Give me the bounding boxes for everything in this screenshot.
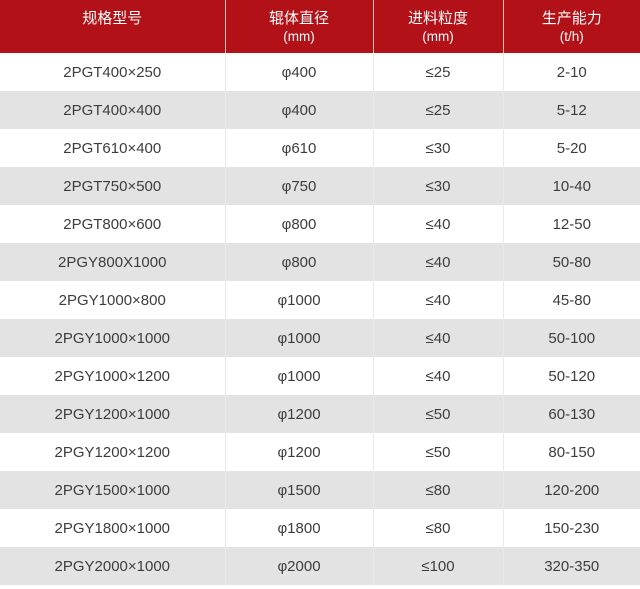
header-sublabel: (mm) bbox=[422, 28, 454, 44]
header-label: 生产能力 bbox=[541, 9, 602, 27]
spec-table-body: 2PGT400×250 φ400 ≤25 2-10 2PGT400×400 φ400 ≤25… bbox=[0, 53, 640, 585]
cell: φ610 bbox=[224, 129, 373, 167]
table-header-row: 规格型号 辊体直径 (mm) 进料粒度 (mm) 生产能力 (t/h) bbox=[0, 0, 640, 53]
table-row: 2PGY1000×1200 φ1000 ≤40 50-120 bbox=[0, 357, 640, 395]
cell: φ400 bbox=[224, 91, 373, 129]
cell: 60-130 bbox=[502, 395, 640, 433]
cell: 5-12 bbox=[502, 91, 640, 129]
header-cell-model: 规格型号 bbox=[0, 0, 225, 53]
table-row: 2PGT800×600 φ800 ≤40 12-50 bbox=[0, 205, 640, 243]
cell: φ800 bbox=[224, 205, 373, 243]
cell: 2PGY800X1000 bbox=[58, 253, 167, 271]
cell: 2PGT750×500 bbox=[63, 177, 162, 195]
cell: ≤80 bbox=[372, 509, 503, 547]
cell: φ1000 bbox=[224, 319, 373, 357]
cell: 2PGY1000×800 bbox=[58, 291, 166, 309]
table-row: 2PGY2000×1000 φ2000 ≤100 320-350 bbox=[0, 547, 640, 585]
cell: ≤40 bbox=[372, 319, 503, 357]
cell: 2PGY1500×1000 bbox=[54, 481, 171, 499]
cell: 50-80 bbox=[502, 243, 640, 281]
table-row: 2PGT400×400 φ400 ≤25 5-12 bbox=[0, 91, 640, 129]
cell: ≤100 bbox=[372, 547, 503, 585]
cell: 2PGY1200×1000 bbox=[54, 405, 171, 423]
cell: 2PGY1000×1000 bbox=[54, 329, 171, 347]
cell: ≤80 bbox=[372, 471, 503, 509]
table-row: 2PGY1800×1000 φ1800 ≤80 150-230 bbox=[0, 509, 640, 547]
cell: 150-230 bbox=[502, 509, 640, 547]
cell: 45-80 bbox=[502, 281, 640, 319]
table-row: 2PGY1000×1000 φ1000 ≤40 50-100 bbox=[0, 319, 640, 357]
cell: 2PGT800×600 bbox=[63, 215, 162, 233]
table-row: 2PGY1500×1000 φ1500 ≤80 120-200 bbox=[0, 471, 640, 509]
table-row: 2PGY1000×800 φ1000 ≤40 45-80 bbox=[0, 281, 640, 319]
table-row: 2PGY1200×1200 φ1200 ≤50 80-150 bbox=[0, 433, 640, 471]
table-row: 2PGT750×500 φ750 ≤30 10-40 bbox=[0, 167, 640, 205]
cell: ≤40 bbox=[372, 281, 503, 319]
header-sublabel: (mm) bbox=[283, 28, 315, 44]
header-cell-roller-diameter: 辊体直径 (mm) bbox=[224, 0, 373, 53]
cell: 2PGT400×250 bbox=[63, 63, 162, 81]
cell: 2PGY1000×1200 bbox=[54, 367, 171, 385]
header-sublabel bbox=[0, 28, 225, 45]
cell: φ800 bbox=[224, 243, 373, 281]
cell: ≤25 bbox=[372, 53, 503, 91]
cell: 2PGY1200×1200 bbox=[54, 443, 171, 461]
table-row: 2PGY800X1000 φ800 ≤40 50-80 bbox=[0, 243, 640, 281]
cell: ≤50 bbox=[372, 433, 503, 471]
cell: φ1500 bbox=[224, 471, 373, 509]
cell: φ1200 bbox=[224, 395, 373, 433]
cell: φ1000 bbox=[224, 281, 373, 319]
cell: 2PGT400×400 bbox=[63, 101, 162, 119]
cell: 80-150 bbox=[502, 433, 640, 471]
cell: 10-40 bbox=[502, 167, 640, 205]
cell: 320-350 bbox=[502, 547, 640, 585]
cell: 2PGT610×400 bbox=[63, 139, 162, 157]
cell: 5-20 bbox=[502, 129, 640, 167]
cell: 120-200 bbox=[502, 471, 640, 509]
cell: φ1000 bbox=[224, 357, 373, 395]
table-header: 规格型号 辊体直径 (mm) 进料粒度 (mm) 生产能力 (t/h) bbox=[0, 0, 640, 53]
cell: 2PGY2000×1000 bbox=[54, 557, 171, 575]
header-label: 规格型号 bbox=[82, 9, 143, 27]
cell: ≤30 bbox=[372, 129, 503, 167]
cell: ≤40 bbox=[372, 243, 503, 281]
cell: ≤30 bbox=[372, 167, 503, 205]
cell: φ1800 bbox=[224, 509, 373, 547]
cell: φ1200 bbox=[224, 433, 373, 471]
cell: 2-10 bbox=[502, 53, 640, 91]
cell: 2PGY1800×1000 bbox=[54, 519, 171, 537]
cell: 50-120 bbox=[502, 357, 640, 395]
table-row: 2PGT610×400 φ610 ≤30 5-20 bbox=[0, 129, 640, 167]
cell: φ2000 bbox=[224, 547, 373, 585]
header-label: 进料粒度 bbox=[407, 9, 468, 27]
cell: ≤25 bbox=[372, 91, 503, 129]
header-cell-capacity: 生产能力 (t/h) bbox=[502, 0, 640, 53]
table-row: 2PGT400×250 φ400 ≤25 2-10 bbox=[0, 53, 640, 91]
header-cell-feed-size: 进料粒度 (mm) bbox=[372, 0, 503, 53]
cell: 50-100 bbox=[502, 319, 640, 357]
cell: ≤50 bbox=[372, 395, 503, 433]
header-label: 辊体直径 bbox=[268, 9, 329, 27]
cell: ≤40 bbox=[372, 205, 503, 243]
header-sublabel: (t/h) bbox=[559, 28, 584, 44]
cell: 12-50 bbox=[502, 205, 640, 243]
cell: φ400 bbox=[224, 53, 373, 91]
cell: ≤40 bbox=[372, 357, 503, 395]
table-row: 2PGY1200×1000 φ1200 ≤50 60-130 bbox=[0, 395, 640, 433]
cell: φ750 bbox=[224, 167, 373, 205]
